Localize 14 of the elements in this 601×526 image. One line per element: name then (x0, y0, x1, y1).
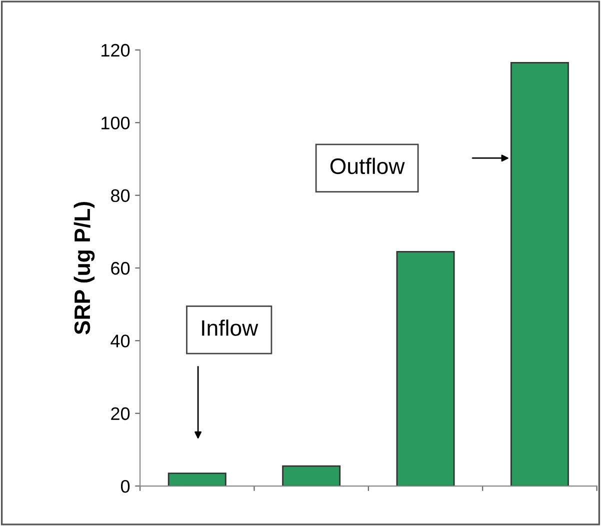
y-tick-label: 60 (111, 262, 130, 275)
bar (168, 472, 226, 486)
annotation: Inflow (202, 320, 258, 336)
bar (282, 465, 341, 486)
y-axis-title: SRP (ug P/L) (74, 202, 95, 334)
y-tick-label: 20 (111, 407, 130, 420)
annotation: Outflow (330, 158, 405, 174)
y-tick-label: 40 (110, 334, 130, 348)
y-tick-label: 0 (120, 480, 130, 493)
bar (396, 250, 455, 486)
bar (510, 62, 569, 486)
y-tick-label: 120 (102, 44, 130, 57)
y-tick-label: 80 (111, 189, 130, 202)
y-tick-label: 100 (102, 116, 130, 130)
